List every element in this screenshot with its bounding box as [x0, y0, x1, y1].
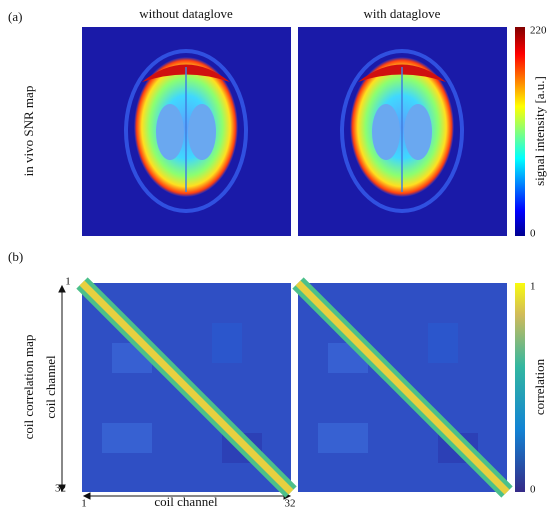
axis-tick: 1 [65, 276, 71, 288]
snr-image [81, 26, 292, 237]
axis-tick: 1 [81, 498, 87, 510]
column-title: without dataglove [139, 6, 233, 21]
colorbar-tick: 220 [530, 25, 547, 37]
axis-label: coil channel [154, 494, 218, 509]
axis-arrow [58, 284, 292, 500]
panel-label: (a) [8, 9, 22, 24]
axis-label: coil channel [43, 355, 58, 419]
colorbar-tick: 1 [530, 281, 536, 293]
row-label: coil correlation map [21, 335, 36, 440]
correlation-image [82, 283, 291, 492]
correlation-image [298, 283, 507, 492]
snr-image [297, 26, 508, 237]
row-label: in vivo SNR map [21, 86, 36, 177]
colorbar [515, 27, 525, 236]
colorbar-label: signal intensity [a.u.] [532, 76, 547, 186]
column-title: with dataglove [364, 6, 441, 21]
panel-label: (b) [8, 249, 23, 264]
axis-tick: 32 [285, 498, 296, 510]
colorbar [515, 283, 525, 492]
colorbar-tick: 0 [530, 228, 536, 240]
colorbar-label: correlation [532, 358, 547, 415]
colorbar-tick: 0 [530, 484, 536, 496]
